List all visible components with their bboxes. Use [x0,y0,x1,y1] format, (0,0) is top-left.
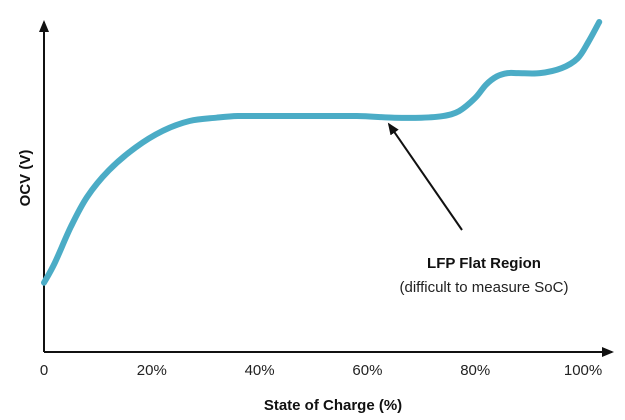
x-tick-label: 20% [137,362,167,379]
axes [39,20,614,357]
y-axis-title: OCV (V) [17,150,34,207]
annotation-subtitle: (difficult to measure SoC) [400,279,569,296]
x-tick-label: 60% [352,362,382,379]
annotation-title: LFP Flat Region [427,255,541,272]
x-axis-title: State of Charge (%) [264,397,402,414]
x-tick-labels: 0 20% 40% 60% 80% 100% [40,362,602,379]
x-tick-label: 100% [564,362,602,379]
annotation: LFP Flat Region (difficult to measure So… [387,122,569,296]
ocv-series-line [41,19,603,286]
x-tick-label: 80% [460,362,490,379]
series-group [41,19,603,286]
annotation-arrow [387,122,463,231]
x-tick-label: 40% [245,362,275,379]
x-tick-label: 0 [40,362,48,379]
